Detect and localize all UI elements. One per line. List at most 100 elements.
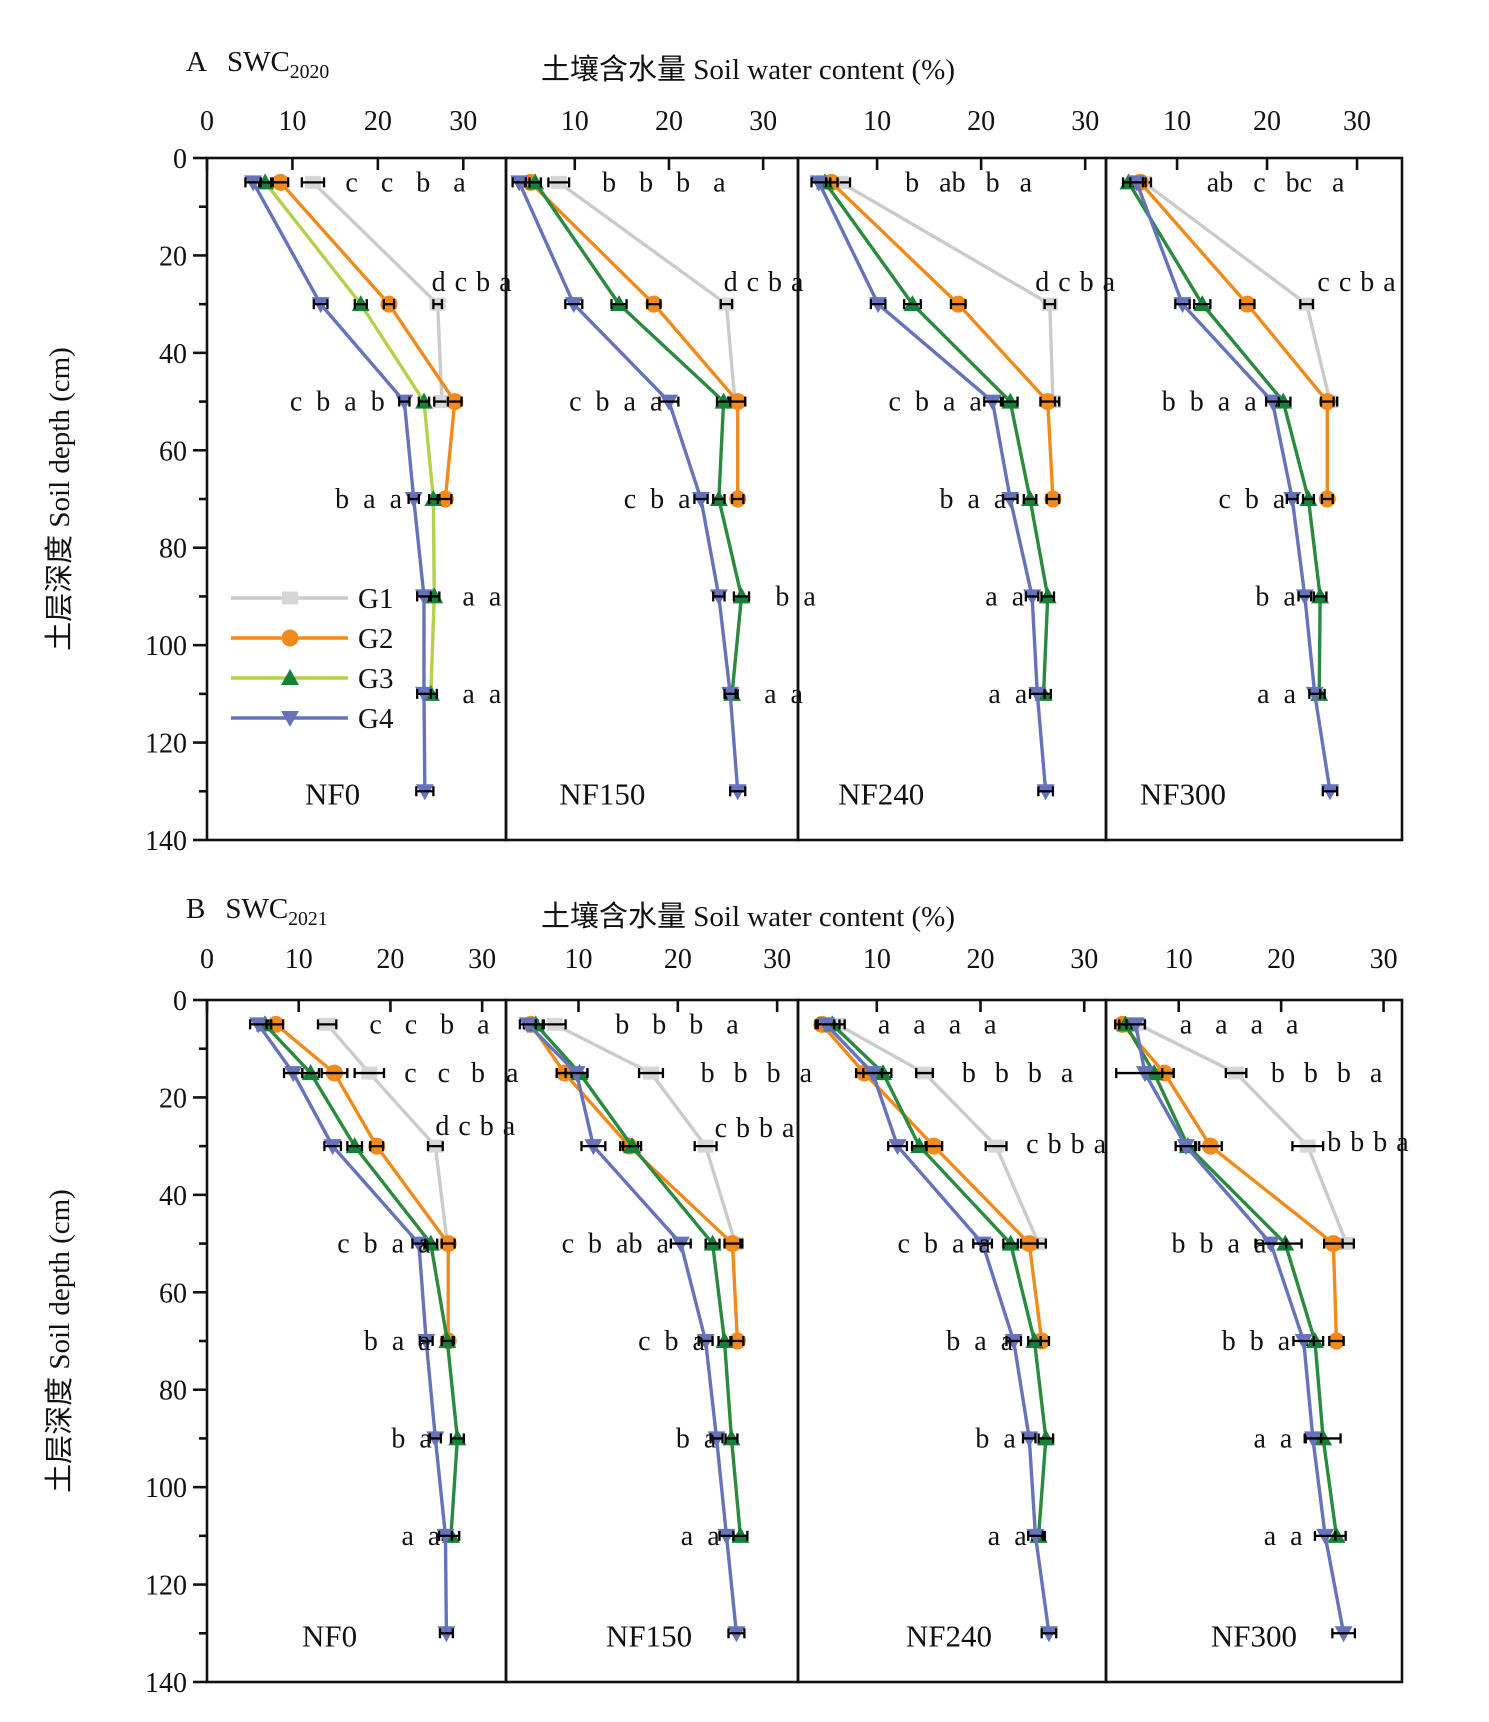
y-tick-label: 140 [145,826,187,857]
significance-letters: b b b a [1271,1058,1383,1089]
panel-b-x-axis-title: 土壤含水量 Soil water content (%) [541,901,955,933]
panel-A-subplot-NF240: 10 20 30 b ab b a d c b a c b a a b a a a a a a N… [796,106,1116,842]
x-tick-label: 10 [863,944,891,975]
x-tick-label: 30 [763,944,791,975]
y-tick-label: 120 [145,1571,187,1602]
y-tick-label: 80 [159,1376,187,1407]
x-tick-label: 30 [468,944,496,975]
significance-letters: b a [676,1423,717,1454]
series-G3 [823,1015,1055,1543]
series-line [325,1023,449,1244]
subplot-frame [1104,998,1404,1684]
panel-b-swc: SWC [225,893,289,925]
series-G4 [248,1017,456,1643]
significance-letters: b ab b a [905,167,1032,198]
series-G2 [521,173,747,508]
x-tick-label: 20 [376,944,404,975]
g4-triangle-down-marker [281,711,299,727]
g1-square-marker [282,591,298,605]
significance-letters: b b b a [701,1058,813,1089]
significance-letters: c c b a [404,1058,519,1089]
panel-B: 0 20 40 60 80 100 120 140 0 10 20 30 c c b a c c b a d… [145,944,1409,1699]
series-G4 [816,1017,1058,1643]
series-line [823,181,1050,694]
subplot-name-label: NF300 [1211,1618,1297,1653]
x-tick-label: 30 [449,106,477,137]
significance-letters: c b a [1218,484,1285,515]
significance-letters: b b b a [962,1058,1074,1089]
significance-letters: b a [1255,581,1296,612]
x-tick-label: 0 [200,106,214,137]
significance-letters: b a a [940,484,1007,515]
significance-letters: a a [681,1521,720,1552]
panel-b-swc-year: 2021 [288,907,328,930]
significance-letters: a a [1264,1521,1303,1552]
significance-letters: c b a b [290,387,385,418]
series-line [1127,181,1322,694]
g3-triangle-up-marker [281,669,299,685]
series-line [1138,181,1330,499]
significance-letters: d c b a [1035,267,1115,298]
significance-letters: ab c bc a [1207,167,1345,198]
subplot-name-label: NF300 [1140,776,1226,811]
significance-letters: b a a [946,1326,1013,1357]
legend-label: G1 [358,583,393,615]
series-line [824,1023,1051,1634]
significance-letters: c b a [624,484,691,515]
y-tick-label: 100 [145,1473,187,1504]
subplot-name-label: NF0 [305,776,360,811]
significance-letters: b a [391,1423,432,1454]
significance-letters: a a a a [878,1009,997,1040]
series-G4 [1115,1017,1357,1643]
significance-letters: c b a a [889,387,983,418]
series-G2 [822,173,1062,508]
series-G3 [1119,173,1330,701]
panel-B-subplot-NF240: 10 20 30 a a a a b b b a c b b a c b a a b a a b… [796,944,1108,1684]
series-G4 [518,1017,746,1643]
legend: G1 G2 G3 G4 [231,583,394,735]
panel-b-title: B SWC2021 [186,893,328,931]
subplot-frame [205,998,508,1684]
x-tick-label: 20 [655,106,683,137]
series-line [533,181,744,695]
series-line [1136,1022,1349,1245]
x-tick-label: 10 [863,106,891,137]
significance-letters: b b a [1222,1326,1291,1357]
significance-letters: d c b a [435,1111,515,1142]
significance-letters: d c b a [724,267,804,298]
subplot-name-label: NF240 [838,776,924,811]
series-line [553,1022,738,1245]
x-tick-label: 30 [749,106,777,137]
series-G3 [1116,1015,1347,1543]
significance-letters: a a [462,679,501,710]
y-tick-label: 60 [159,436,187,467]
panel-b-letter: B [186,893,206,925]
x-tick-label: 20 [364,106,392,137]
y-tick-label: 140 [145,1668,187,1699]
series-G4 [510,175,747,801]
series-G1 [300,175,451,409]
subplot-name-label: NF0 [302,1618,357,1653]
x-tick-label: 20 [664,944,692,975]
subplot-name-label: NF240 [906,1618,992,1653]
series-line [256,1023,449,1634]
series-line [263,1023,460,1536]
y-tick-label: 80 [159,534,187,565]
significance-letters: c b a a [898,1229,992,1260]
significance-letters: c b b a [1026,1129,1106,1160]
series-line [831,1023,1048,1536]
panel-a-swc-year: 2020 [289,60,330,83]
x-tick-label: 10 [285,944,313,975]
series-G1 [1129,1017,1356,1251]
significance-letters: a a [988,679,1027,710]
series-G1 [547,175,743,409]
series-G3 [526,1015,750,1543]
x-tick-label: 30 [1070,944,1098,975]
legend-label: G4 [358,703,394,735]
x-tick-label: 20 [1253,106,1281,137]
y-tick-label: 100 [145,631,187,662]
panel-A-subplot-NF300: 10 20 30 ab c bc a c c b a b b a a c b a b a a a… [1104,106,1404,842]
series-G3 [526,173,751,701]
significance-letters: a a a a [1180,1009,1299,1040]
panel-a-x-axis-title: 土壤含水量 Soil water content (%) [541,54,955,86]
